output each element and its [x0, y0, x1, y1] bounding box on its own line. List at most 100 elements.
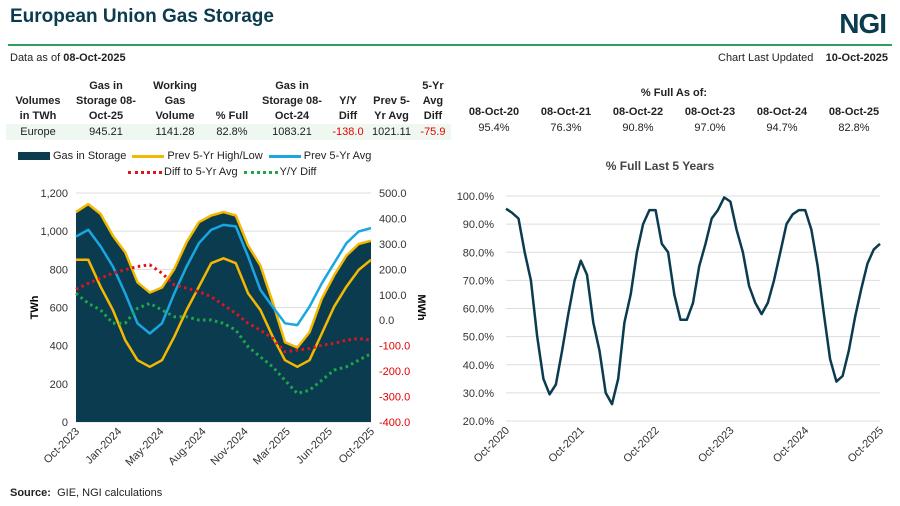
x-tick-label: Aug-2024 [166, 426, 208, 468]
source-note: Source: GIE, NGI calculations [10, 487, 162, 499]
storage-chart: 0 200 400 600 800 1,000 1,200 -400.0 -300.0 -200.… [29, 188, 427, 469]
chart-updated: Chart Last Updated 10-Oct-2025 [718, 52, 888, 64]
cell: 82.8% [208, 124, 256, 140]
y-tick-label: 600 [50, 303, 68, 315]
legend-highlow: Prev 5-Yr High/Low [132, 150, 263, 162]
y-tick-label: 30.0% [463, 388, 494, 400]
x-tick-label: Jun-2025 [294, 426, 335, 467]
ngi-logo: NGI [839, 8, 887, 39]
pct-value: 76.3% [550, 122, 582, 134]
legend-storage: Gas in Storage [18, 150, 126, 162]
y-tick-label: 400 [50, 341, 68, 353]
y2-tick-label: 400.0 [379, 213, 407, 225]
x-tick-label: May-2024 [123, 426, 166, 469]
data-as-of-label: Data as of [10, 52, 61, 64]
x-tick-label: Oct-2023 [696, 425, 736, 465]
storage-area [76, 204, 371, 422]
cell: 1083.21 [256, 124, 328, 140]
x-tick-label: Oct-2024 [771, 425, 811, 465]
legend-yy: Y/Y Diff [243, 166, 317, 178]
pct-full-line [505, 196, 881, 406]
cell: 1021.11 [368, 124, 415, 140]
pct-col-header: 08-Oct-25 [828, 106, 880, 118]
legend-row-2: Diff to 5-Yr Avg Y/Y Diff [128, 166, 316, 178]
y2-tick-label: -200.0 [379, 366, 410, 378]
y-tick-label: 80.0% [463, 247, 494, 259]
pct-table-title: % Full As of: [640, 87, 708, 99]
pct-chart-title: % Full Last 5 Years [605, 159, 715, 173]
cell: Europe [6, 124, 70, 140]
pct-col-header: 08-Oct-23 [684, 106, 736, 118]
y2-tick-label: 300.0 [379, 239, 407, 251]
y-tick-label: 1,000 [40, 226, 68, 238]
y-tick-label: 40.0% [463, 360, 494, 372]
cell: 945.21 [70, 124, 142, 140]
y2-tick-label: 200.0 [379, 264, 407, 276]
legend-label: Gas in Storage [53, 150, 127, 162]
highlow-swatch-icon [132, 154, 165, 158]
col-header: Working Gas Volume [153, 80, 197, 122]
pct-value: 95.4% [478, 122, 510, 134]
data-as-of-date: 08-Oct-2025 [63, 52, 126, 64]
col-header: 5-Yr Avg Diff [422, 80, 444, 122]
table-row: Europe 945.21 1141.28 82.8% 1083.21 -138… [6, 124, 451, 140]
legend-diff5: Diff to 5-Yr Avg [128, 166, 238, 178]
pct-full-chart: 20.0% 30.0% 40.0% 50.0% 60.0% 70.0% 80.0% 90.0%… [457, 191, 886, 465]
col-header: Gas in Storage 08-Oct-25 [76, 80, 136, 122]
y2-tick-label: -400.0 [379, 417, 410, 429]
y-axis-label: TWh [29, 295, 41, 319]
y2-axis-label: MWh [415, 294, 427, 321]
legend-avg: Prev 5-Yr Avg [268, 150, 372, 162]
pct-col-header: 08-Oct-22 [612, 106, 664, 118]
low-prev-5-yr-high-low-line [76, 257, 372, 369]
y-tick-label: 200 [50, 379, 68, 391]
x-tick-label: Oct-2025 [846, 425, 886, 465]
storage-table: Volumes in TWh Gas in Storage 08-Oct-25 … [6, 79, 451, 140]
col-header: Prev 5-Yr Avg [373, 95, 410, 122]
source-text: GIE, NGI calculations [57, 487, 163, 499]
updated-label: Chart Last Updated [718, 52, 814, 64]
y2-tick-label: 500.0 [379, 188, 407, 200]
cell: -138.0 [328, 124, 368, 140]
y-tick-label: 0 [62, 417, 68, 429]
pct-value: 82.8% [838, 122, 870, 134]
y2-tick-label: 100.0 [379, 290, 407, 302]
diff-to-5-yr-avg-line [75, 263, 372, 354]
updated-date: 10-Oct-2025 [825, 52, 888, 64]
high-prev-5-yr-high-low-line [75, 202, 372, 349]
pct-col-header: 08-Oct-24 [756, 106, 808, 118]
x-tick-label: Oct-2022 [621, 425, 661, 465]
col-header: % Full [215, 110, 249, 122]
y-tick-label: 70.0% [463, 275, 494, 287]
y-tick-label: 50.0% [463, 332, 494, 344]
y2-tick-label: -100.0 [379, 341, 410, 353]
source-label: Source: [10, 487, 51, 499]
storage-swatch-icon [18, 152, 50, 161]
pct-col-header: 08-Oct-21 [540, 106, 592, 118]
y-tick-label: 20.0% [463, 416, 494, 428]
y-tick-label: 60.0% [463, 304, 494, 316]
x-tick-label: Oct-2023 [42, 426, 82, 466]
x-tick-label: Nov-2024 [208, 426, 250, 468]
pct-col-header: 08-Oct-20 [468, 106, 520, 118]
legend-label: Prev 5-Yr Avg [303, 150, 372, 162]
avg-swatch-icon [268, 154, 301, 158]
y2-tick-label: 0.0 [379, 315, 394, 327]
legend-label: Diff to 5-Yr Avg [164, 166, 238, 178]
data-as-of: Data as of 08-Oct-2025 [10, 52, 126, 64]
header-divider [8, 44, 892, 46]
legend-label: Y/Y Diff [279, 166, 317, 178]
col-header: Gas in Storage 08-Oct-24 [262, 80, 322, 122]
pct-value: 97.0% [694, 122, 726, 134]
y-tick-label: 90.0% [463, 219, 494, 231]
x-tick-label: Mar-2025 [251, 426, 293, 468]
y-tick-label: 800 [50, 264, 68, 276]
diff5-swatch-icon [128, 170, 162, 174]
legend-label: Prev 5-Yr High/Low [167, 150, 263, 162]
pct-value: 90.8% [622, 122, 654, 134]
yy-swatch-icon [243, 170, 278, 174]
x-tick-label: Oct-2021 [546, 425, 586, 465]
prev-5-yr-avg-line [75, 223, 372, 335]
page-title: European Union Gas Storage [10, 6, 274, 27]
y-tick-label: 100.0% [457, 191, 495, 203]
